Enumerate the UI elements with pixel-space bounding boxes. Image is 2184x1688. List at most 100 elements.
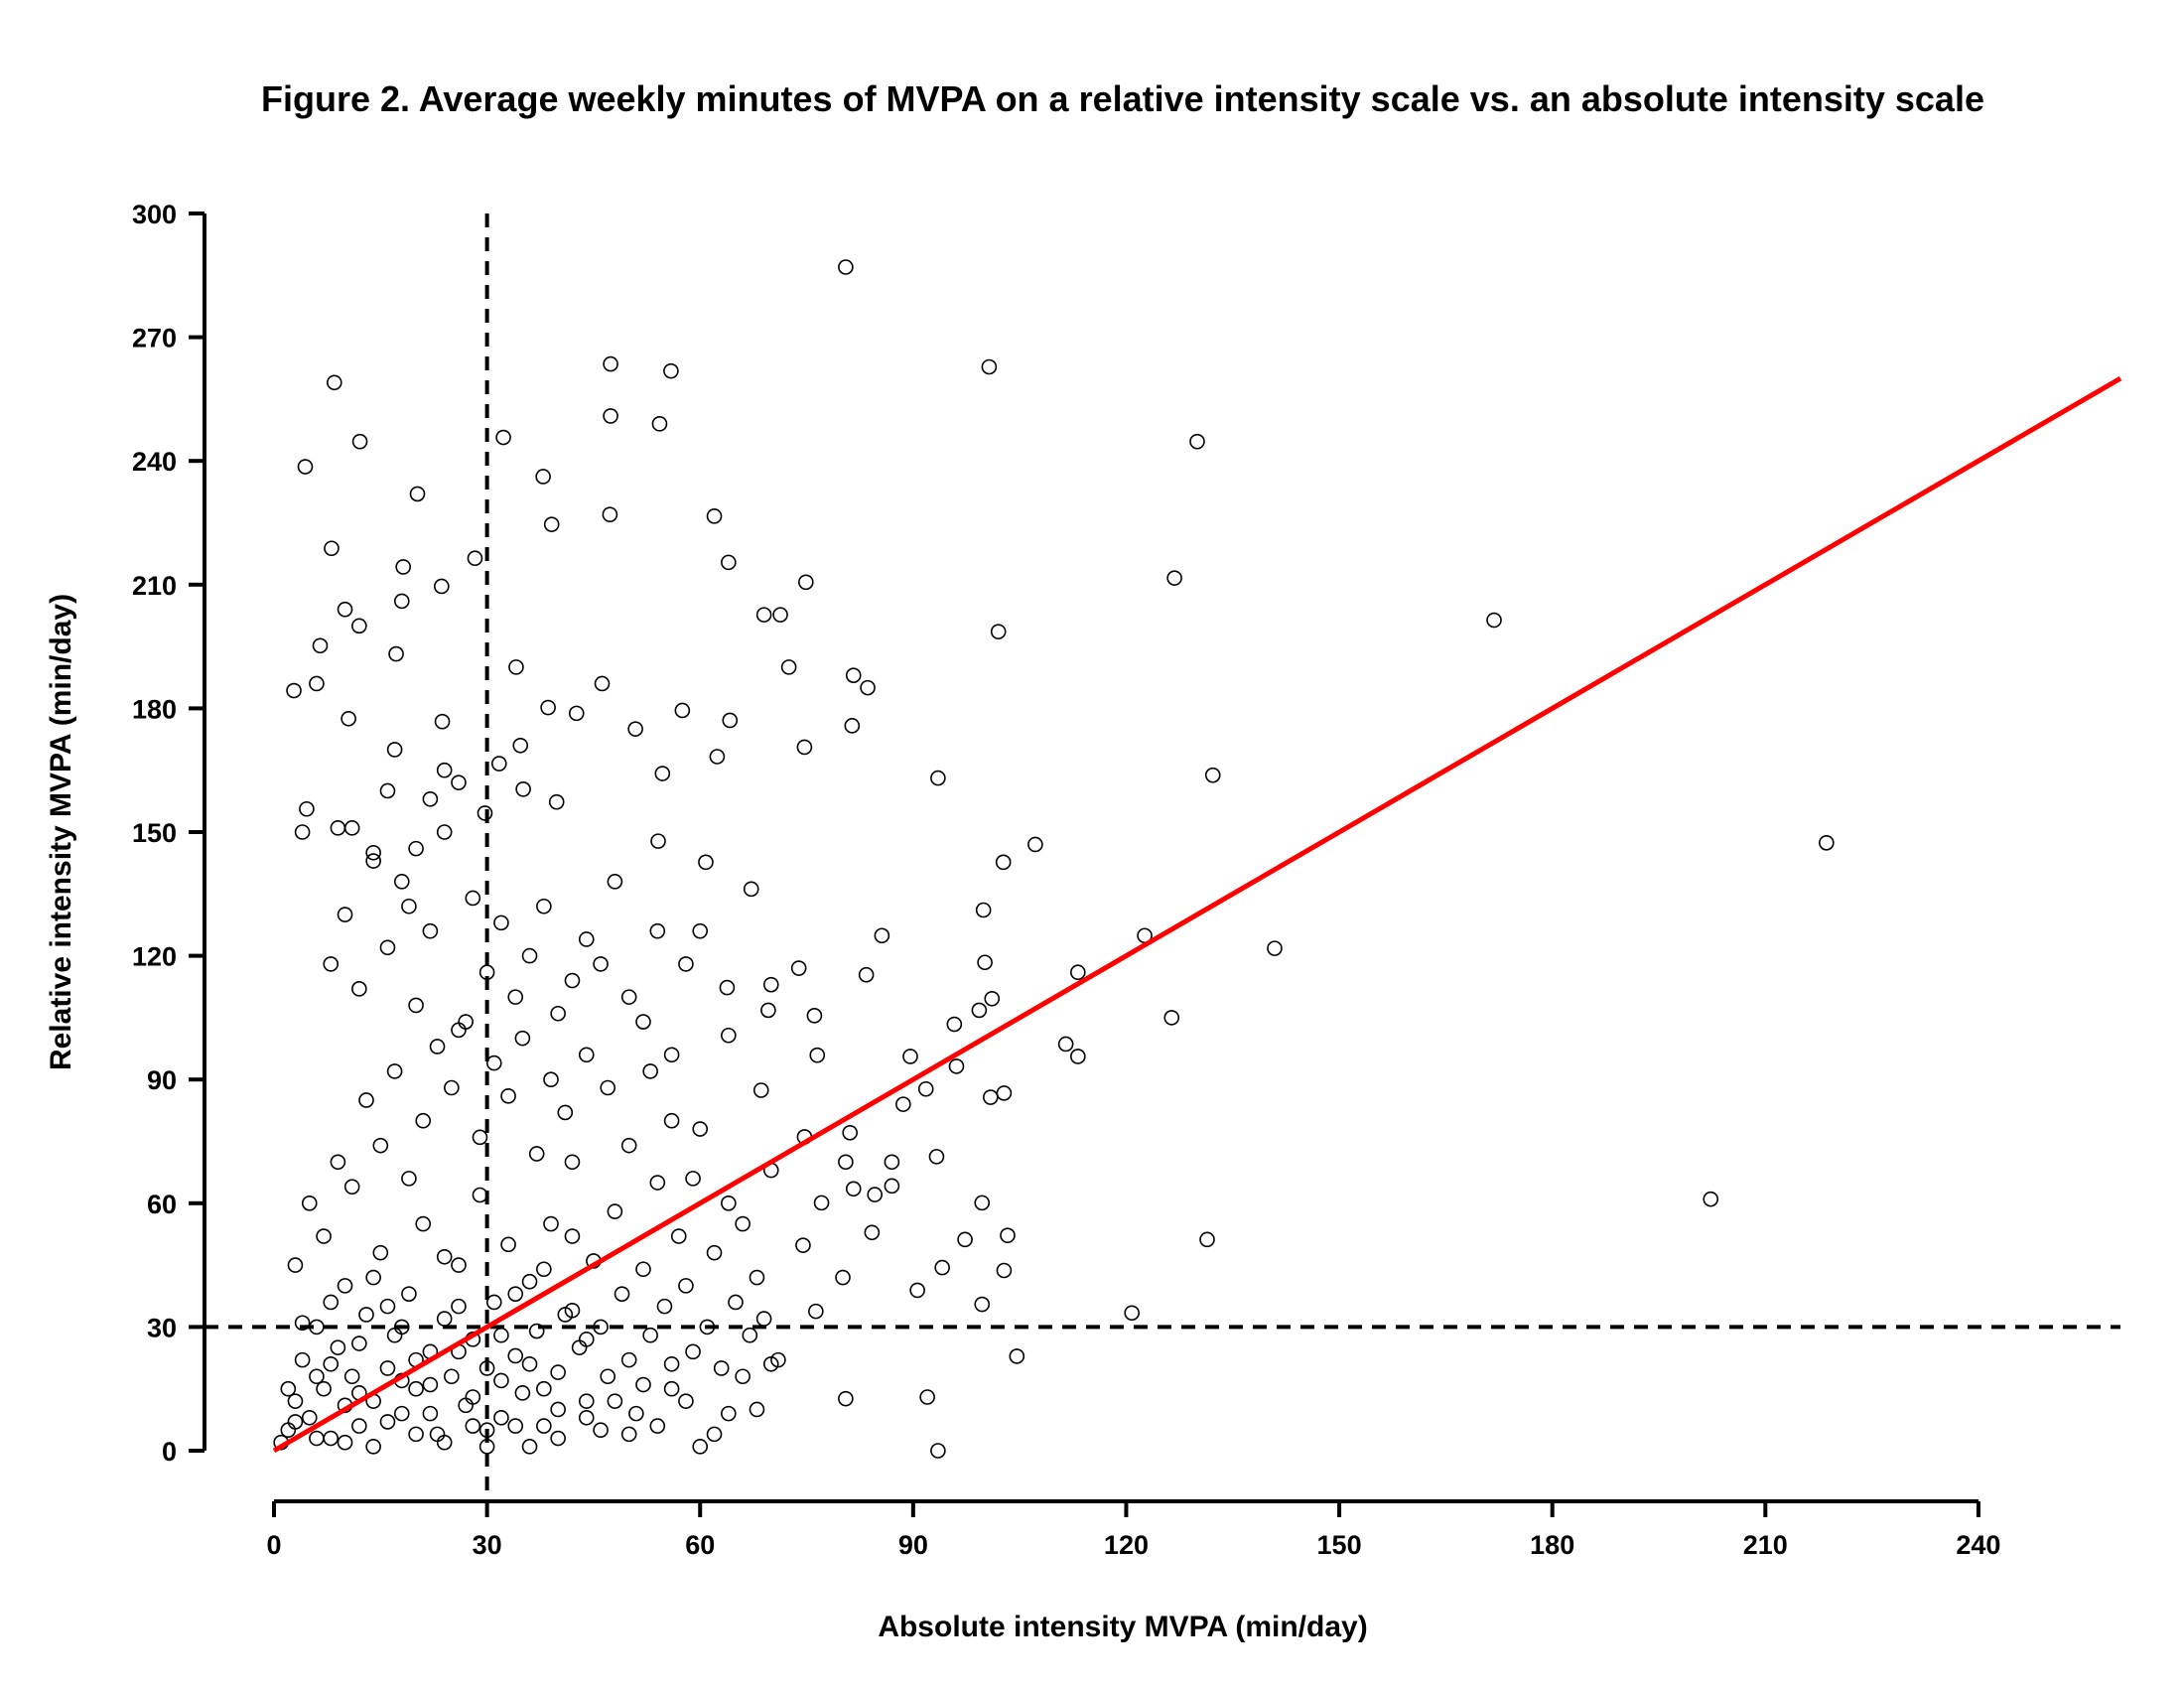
point: [755, 607, 772, 623]
point: [557, 1104, 574, 1121]
point: [393, 1405, 410, 1422]
point: [521, 1439, 538, 1455]
point: [578, 1393, 595, 1409]
point: [401, 898, 417, 914]
point: [351, 433, 368, 450]
point: [388, 645, 404, 662]
x-tick-label: 30: [473, 1530, 502, 1560]
point: [884, 1178, 900, 1195]
point: [286, 682, 302, 699]
point: [564, 1302, 581, 1319]
point: [798, 574, 814, 591]
point: [842, 1124, 858, 1141]
point: [649, 1175, 666, 1191]
point: [1009, 1348, 1025, 1364]
point: [685, 1171, 701, 1187]
point: [796, 739, 813, 756]
point: [651, 416, 668, 432]
point: [312, 637, 329, 654]
point: [297, 459, 314, 475]
point: [379, 939, 396, 956]
x-tick-label: 120: [1104, 1530, 1149, 1560]
point: [928, 1149, 945, 1165]
point: [1070, 1049, 1086, 1064]
y-tick-label: 30: [147, 1313, 177, 1342]
point: [809, 1047, 826, 1063]
point: [528, 1323, 545, 1339]
point: [620, 1426, 637, 1443]
point: [635, 1376, 651, 1393]
point: [835, 1269, 851, 1286]
point: [971, 1002, 988, 1019]
point: [838, 1390, 854, 1407]
point: [780, 659, 797, 675]
point: [528, 1146, 545, 1162]
point: [467, 550, 483, 567]
point: [654, 766, 671, 781]
point: [656, 1298, 673, 1315]
point: [309, 1368, 325, 1385]
point: [663, 362, 679, 379]
point: [663, 1380, 680, 1397]
point: [578, 931, 595, 947]
point: [1070, 964, 1086, 981]
point: [721, 1405, 737, 1422]
point: [742, 1327, 758, 1343]
point: [451, 1257, 467, 1273]
point: [548, 793, 565, 810]
point: [493, 1409, 509, 1426]
point: [543, 516, 560, 532]
point: [692, 922, 709, 939]
point: [330, 1339, 346, 1355]
point: [735, 1368, 751, 1385]
point: [728, 1294, 744, 1311]
point: [772, 607, 788, 623]
point: [294, 1315, 311, 1332]
point: [365, 1439, 381, 1455]
point: [917, 1080, 934, 1097]
point: [685, 1343, 701, 1360]
point: [393, 874, 410, 890]
point: [564, 1228, 581, 1244]
point: [507, 1347, 524, 1364]
point: [762, 976, 779, 993]
point: [1703, 1191, 1719, 1207]
point: [649, 1418, 666, 1434]
point: [678, 1278, 694, 1294]
point: [795, 1237, 811, 1253]
point: [762, 1355, 779, 1372]
point: [500, 1236, 516, 1253]
point: [365, 1269, 381, 1286]
point: [287, 1414, 304, 1430]
point: [706, 1426, 723, 1443]
chart-title: Figure 2. Average weekly minutes of MVPA…: [261, 78, 1984, 119]
point: [845, 1181, 862, 1197]
point: [948, 1058, 965, 1074]
point: [301, 1409, 318, 1426]
point: [895, 1096, 911, 1112]
point: [485, 1294, 502, 1311]
point: [860, 679, 876, 696]
point: [1267, 940, 1283, 956]
point: [422, 790, 439, 807]
point: [280, 1380, 297, 1397]
point: [594, 675, 611, 692]
point: [337, 1278, 353, 1294]
point: [422, 1405, 439, 1422]
point: [330, 1154, 346, 1171]
point: [642, 1327, 658, 1343]
point: [642, 1063, 658, 1079]
point: [692, 1439, 709, 1455]
point: [1124, 1305, 1140, 1322]
point: [436, 1248, 453, 1265]
x-tick-label: 240: [1956, 1530, 2000, 1560]
point: [465, 1418, 481, 1434]
point: [521, 1273, 538, 1290]
point: [422, 1376, 439, 1393]
point: [444, 1368, 460, 1385]
point: [706, 1244, 723, 1261]
x-tick-label: 180: [1530, 1530, 1574, 1560]
point: [1189, 433, 1205, 450]
point: [568, 705, 585, 722]
